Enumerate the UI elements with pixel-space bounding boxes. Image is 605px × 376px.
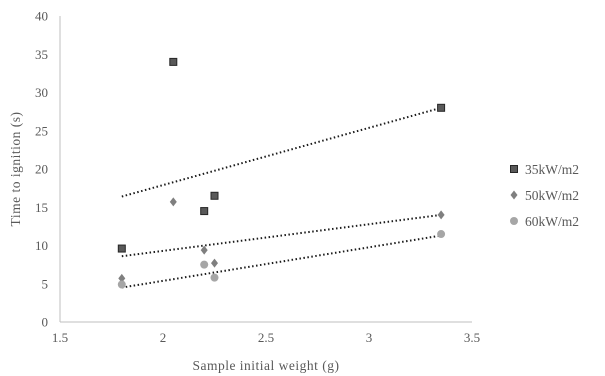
data-point xyxy=(200,207,209,216)
data-point xyxy=(200,260,209,269)
legend-marker xyxy=(510,190,518,200)
x-tick-label: 3 xyxy=(366,330,373,345)
data-point xyxy=(117,280,126,289)
y-tick-label: 15 xyxy=(35,200,48,215)
trendline xyxy=(121,106,442,198)
y-tick-label: 20 xyxy=(35,162,48,177)
y-tick-label: 25 xyxy=(35,123,48,138)
x-tick-label: 2.5 xyxy=(258,330,274,345)
data-point xyxy=(169,197,177,207)
y-tick-label: 30 xyxy=(35,85,48,100)
y-axis-title: Time to ignition (s) xyxy=(8,112,23,227)
axes xyxy=(59,16,472,323)
data-point xyxy=(210,273,219,282)
legend-label: 35kW/m2 xyxy=(525,162,579,177)
data-point xyxy=(118,273,126,283)
y-tick-label: 0 xyxy=(42,315,49,330)
legend: 35kW/m2 50kW/m2 60kW/m2 xyxy=(510,162,579,229)
data-point xyxy=(437,230,446,239)
legend-label: 50kW/m2 xyxy=(525,188,579,203)
data-point xyxy=(437,103,446,112)
y-tick-label: 40 xyxy=(35,9,48,24)
legend-marker xyxy=(510,217,518,225)
data-point xyxy=(211,258,218,268)
x-tick-label: 3.5 xyxy=(464,330,480,345)
data-point xyxy=(210,191,219,200)
y-tick-label: 10 xyxy=(35,238,48,253)
tick-labels: 0 5 10 15 20 25 30 35 40 1.5 2 2.5 3 3.5 xyxy=(35,9,480,346)
x-axis-title: Sample initial weight (g) xyxy=(192,358,339,373)
x-tick-label: 1.5 xyxy=(52,330,68,345)
legend-marker xyxy=(510,165,518,173)
legend-label: 60kW/m2 xyxy=(525,214,579,229)
data-point xyxy=(200,245,208,255)
trendline xyxy=(121,213,442,258)
y-tick-label: 35 xyxy=(35,47,48,62)
data-point xyxy=(169,57,178,66)
data-point xyxy=(437,210,445,220)
y-tick-label: 5 xyxy=(42,276,49,291)
data-point xyxy=(117,244,126,253)
trendlines xyxy=(121,106,442,289)
x-tick-label: 2 xyxy=(160,330,167,345)
data-points xyxy=(117,57,446,289)
trendline xyxy=(121,234,442,289)
